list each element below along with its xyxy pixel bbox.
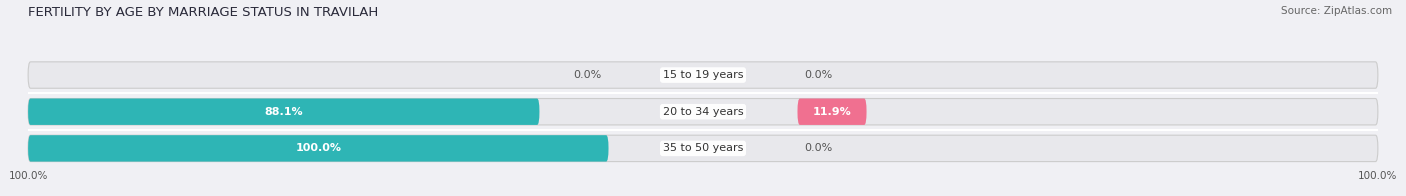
Text: 0.0%: 0.0% bbox=[804, 143, 832, 153]
Text: 15 to 19 years: 15 to 19 years bbox=[662, 70, 744, 80]
FancyBboxPatch shape bbox=[28, 99, 540, 125]
Text: 88.1%: 88.1% bbox=[264, 107, 304, 117]
FancyBboxPatch shape bbox=[28, 62, 1378, 88]
Text: FERTILITY BY AGE BY MARRIAGE STATUS IN TRAVILAH: FERTILITY BY AGE BY MARRIAGE STATUS IN T… bbox=[28, 6, 378, 19]
FancyBboxPatch shape bbox=[797, 99, 866, 125]
Text: 0.0%: 0.0% bbox=[574, 70, 602, 80]
Text: 100.0%: 100.0% bbox=[295, 143, 342, 153]
FancyBboxPatch shape bbox=[28, 99, 1378, 125]
Text: 0.0%: 0.0% bbox=[804, 70, 832, 80]
Text: 11.9%: 11.9% bbox=[813, 107, 852, 117]
Text: Source: ZipAtlas.com: Source: ZipAtlas.com bbox=[1281, 6, 1392, 16]
Text: 20 to 34 years: 20 to 34 years bbox=[662, 107, 744, 117]
FancyBboxPatch shape bbox=[28, 135, 609, 162]
Text: 35 to 50 years: 35 to 50 years bbox=[662, 143, 744, 153]
FancyBboxPatch shape bbox=[28, 135, 1378, 162]
